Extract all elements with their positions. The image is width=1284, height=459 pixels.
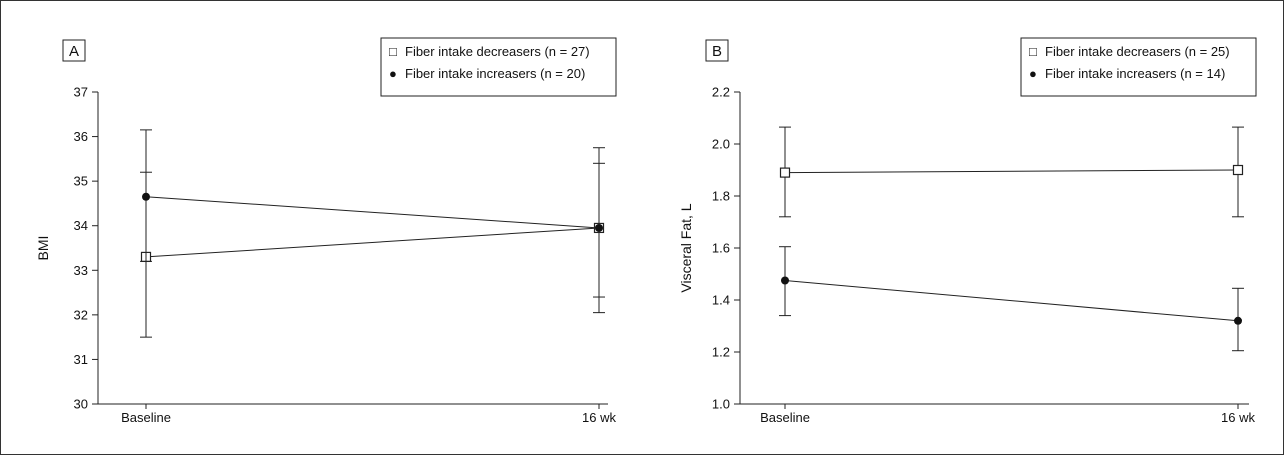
legend-circle-symbol: ● — [1029, 66, 1037, 81]
series-increasers — [140, 129, 605, 314]
series-line — [784, 280, 1239, 322]
data-point-filled-circle — [595, 223, 603, 232]
x-tick-label: Baseline — [760, 410, 810, 425]
series-decreasers — [140, 162, 605, 338]
chart-panel-b: 1.0 1.2 1.4 1.6 1.8 2.0 2.2 Baseline 16 wk Viscer… — [678, 37, 1257, 425]
data-point-filled-circle — [781, 276, 789, 285]
y-axis-label: BMI — [35, 236, 51, 261]
data-point-filled-circle — [142, 192, 150, 201]
y-tick-label: 1.2 — [712, 345, 730, 360]
data-point-filled-circle — [1234, 316, 1242, 325]
x-tick-label: Baseline — [121, 410, 171, 425]
series-decreasers — [779, 126, 1244, 218]
x-tick-label: 16 wk — [1221, 410, 1255, 425]
panel-label-box — [62, 39, 86, 62]
panel-label: A — [69, 43, 79, 60]
legend-entry: Fiber intake increasers (n = 20) — [405, 66, 585, 81]
chart-panel-a: 30 31 32 33 34 35 36 37 Baseline 16 wk BMI A □ Fiber … — [35, 37, 617, 425]
y-tick-label: 1.0 — [712, 397, 730, 412]
legend-entry: Fiber intake decreasers (n = 25) — [1045, 44, 1230, 59]
data-point-open-square — [1232, 164, 1244, 176]
panel-label-box — [705, 39, 729, 62]
x-tick-label: 16 wk — [582, 410, 616, 425]
legend-box — [1020, 37, 1257, 97]
legend-circle-symbol: ● — [389, 66, 397, 81]
y-tick-label: 2.2 — [712, 85, 730, 100]
series-line — [784, 169, 1239, 174]
data-point-open-square — [779, 167, 791, 178]
series-increasers — [779, 246, 1244, 352]
y-tick-label: 1.6 — [712, 241, 730, 256]
y-tick-label: 30 — [74, 397, 88, 412]
y-tick-label: 32 — [74, 307, 88, 322]
legend-box — [380, 37, 617, 97]
y-tick-label: 2.0 — [712, 137, 730, 152]
series-line — [145, 196, 600, 229]
legend-entry: Fiber intake increasers (n = 14) — [1045, 66, 1225, 81]
y-axis-label: Visceral Fat, L — [678, 203, 694, 292]
y-tick-label: 35 — [74, 174, 88, 189]
y-tick-label: 31 — [74, 352, 88, 367]
y-tick-label: 1.8 — [712, 189, 730, 204]
legend-square-symbol: □ — [1029, 44, 1037, 59]
y-tick-label: 37 — [74, 85, 88, 100]
panel-label: B — [712, 43, 722, 60]
y-tick-label: 1.4 — [712, 293, 730, 308]
y-tick-label: 36 — [74, 129, 88, 144]
legend-entry: Fiber intake decreasers (n = 27) — [405, 44, 590, 59]
legend-square-symbol: □ — [389, 44, 397, 59]
y-tick-label: 34 — [74, 218, 88, 233]
series-line — [145, 227, 600, 258]
y-tick-label: 33 — [74, 263, 88, 278]
